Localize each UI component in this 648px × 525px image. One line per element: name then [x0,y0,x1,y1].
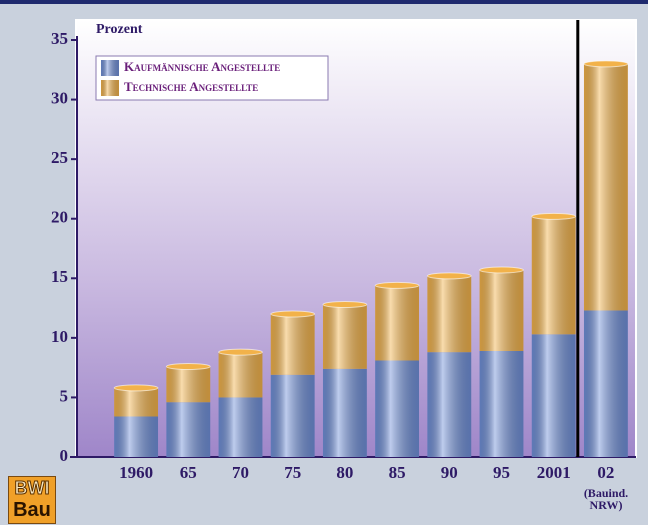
x-tick-label: 95 [493,463,510,482]
x-tick-label: 90 [441,463,458,482]
y-tick-label: 35 [51,29,68,48]
bar-shine [532,216,576,334]
x-tick-label: 1960 [119,463,153,482]
bar-shine [375,360,419,457]
logo-text: BWI [9,477,55,499]
x-tick-label: 80 [336,463,353,482]
y-tick-label: 0 [60,446,69,465]
y-tick-label: 30 [51,88,68,107]
x-tick-label: 02 [597,463,614,482]
bar-shine [323,369,367,457]
bar-shine [584,64,628,311]
bar-shine [271,314,315,375]
bar-shine [114,388,158,417]
bar-top [219,349,263,355]
bar-top [323,301,367,307]
logo: BWI Bau [8,476,56,524]
bar-shine [427,276,471,352]
category-note: (Bauind. NRW) [580,487,632,511]
chart: Prozent Kaufmännische Angestellte Technis… [0,0,648,525]
bar-shine [166,366,210,402]
bar-shine [584,310,628,457]
x-tick-label: 75 [284,463,301,482]
x-tick-label: 85 [389,463,406,482]
x-tick-label: 65 [180,463,197,482]
bar-top [427,273,471,279]
bar-top [480,267,524,273]
legend-label: Kaufmännische Angestellte [124,59,280,74]
y-tick-label: 20 [51,208,68,227]
bar-shine [480,270,524,351]
x-tick-label: 70 [232,463,249,482]
bar-shine [271,375,315,457]
x-tick-label: 2001 [537,463,571,482]
bar-shine [219,352,263,397]
bar-top [375,282,419,288]
bar-top [532,213,576,219]
bar-shine [375,285,419,360]
legend-label: Technische Angestellte [124,79,258,94]
bar-top [584,61,628,67]
bar-top [114,385,158,391]
y-tick-label: 10 [51,327,68,346]
legend: Kaufmännische Angestellte Technische Ange… [96,56,328,100]
bar-top [166,363,210,369]
bar-shine [532,334,576,457]
bar-shine [323,304,367,368]
bar-shine [480,351,524,457]
bar-shine [114,416,158,457]
y-tick-label: 15 [51,267,68,286]
bar-shine [166,402,210,457]
bar-shine [427,352,471,457]
page: Prozent Kaufmännische Angestellte Technis… [0,0,648,525]
logo-text: Bau [9,499,55,521]
y-tick-label: 25 [51,148,68,167]
top-rule [0,0,648,4]
legend-swatch-shine [101,60,119,76]
legend-swatch-shine [101,80,119,96]
y-axis-label: Prozent [96,22,143,37]
bar-top [271,311,315,317]
y-tick-label: 5 [60,386,69,405]
bar-shine [219,397,263,457]
